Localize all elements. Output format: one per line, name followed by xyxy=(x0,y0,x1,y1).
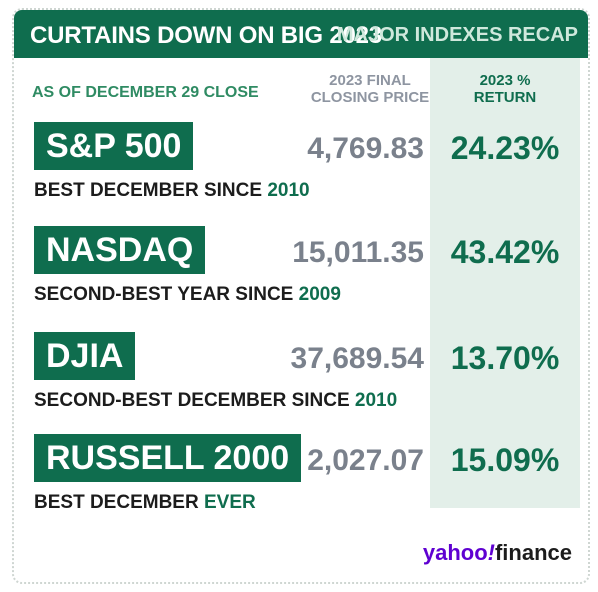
annual-return: 24.23% xyxy=(450,130,560,166)
note-text: BEST DECEMBER xyxy=(34,492,204,513)
index-name: RUSSELL 2000 xyxy=(34,434,302,482)
note-text: SECOND-BEST YEAR SINCE xyxy=(34,284,299,305)
recap-card: CURTAINS DOWN ON BIG 2023 MAJOR INDEXES … xyxy=(12,8,590,584)
note-highlight: EVER xyxy=(203,492,256,513)
closing-price: 2,027.07 xyxy=(307,444,424,477)
index-note: SECOND-BEST YEAR SINCE 2009 xyxy=(34,284,341,306)
note-highlight: 2010 xyxy=(267,180,310,201)
recap-subtitle: MAJOR INDEXES RECAP xyxy=(336,24,578,46)
price-column-header: 2023 FINAL CLOSING PRICE xyxy=(300,72,440,106)
index-row-sp500: S&P 500 4,769.83 24.23% BEST DECEMBER SI… xyxy=(14,122,588,222)
as-of-label: AS OF DECEMBER 29 CLOSE xyxy=(32,84,259,101)
logo-bang: ! xyxy=(487,540,495,565)
closing-price: 15,011.35 xyxy=(292,236,424,269)
return-column-background xyxy=(430,58,580,508)
price-header-line2: CLOSING PRICE xyxy=(310,89,430,106)
page-title: CURTAINS DOWN ON BIG 2023 xyxy=(30,22,382,49)
closing-price: 37,689.54 xyxy=(290,342,424,375)
note-text: SECOND-BEST DECEMBER SINCE xyxy=(34,390,355,411)
index-name: S&P 500 xyxy=(34,122,194,170)
index-name: DJIA xyxy=(34,332,136,380)
header-bar: CURTAINS DOWN ON BIG 2023 MAJOR INDEXES … xyxy=(14,10,588,58)
annual-return: 43.42% xyxy=(450,234,560,270)
annual-return: 15.09% xyxy=(450,442,560,478)
index-note: BEST DECEMBER SINCE 2010 xyxy=(34,180,310,202)
logo-yahoo: yahoo xyxy=(422,540,488,565)
note-text: BEST DECEMBER SINCE xyxy=(34,180,268,201)
index-name: NASDAQ xyxy=(34,226,206,274)
return-column-header: 2023 % RETURN xyxy=(430,72,580,106)
index-row-russell2000: RUSSELL 2000 2,027.07 15.09% BEST DECEMB… xyxy=(14,434,588,534)
yahoo-finance-logo: yahoo!finance xyxy=(423,540,572,566)
index-note: SECOND-BEST DECEMBER SINCE 2010 xyxy=(34,390,397,412)
note-highlight: 2009 xyxy=(298,284,341,305)
return-header-line2: RETURN xyxy=(473,89,537,106)
closing-price: 4,769.83 xyxy=(307,132,424,165)
note-highlight: 2010 xyxy=(354,390,398,411)
return-header-line1: 2023 % xyxy=(479,72,531,89)
index-note: BEST DECEMBER EVER xyxy=(34,492,256,514)
annual-return: 13.70% xyxy=(450,340,560,376)
index-row-djia: DJIA 37,689.54 13.70% SECOND-BEST DECEMB… xyxy=(14,332,588,432)
logo-finance: finance xyxy=(494,540,572,565)
price-header-line1: 2023 FINAL xyxy=(329,72,411,89)
index-row-nasdaq: NASDAQ 15,011.35 43.42% SECOND-BEST YEAR… xyxy=(14,226,588,326)
